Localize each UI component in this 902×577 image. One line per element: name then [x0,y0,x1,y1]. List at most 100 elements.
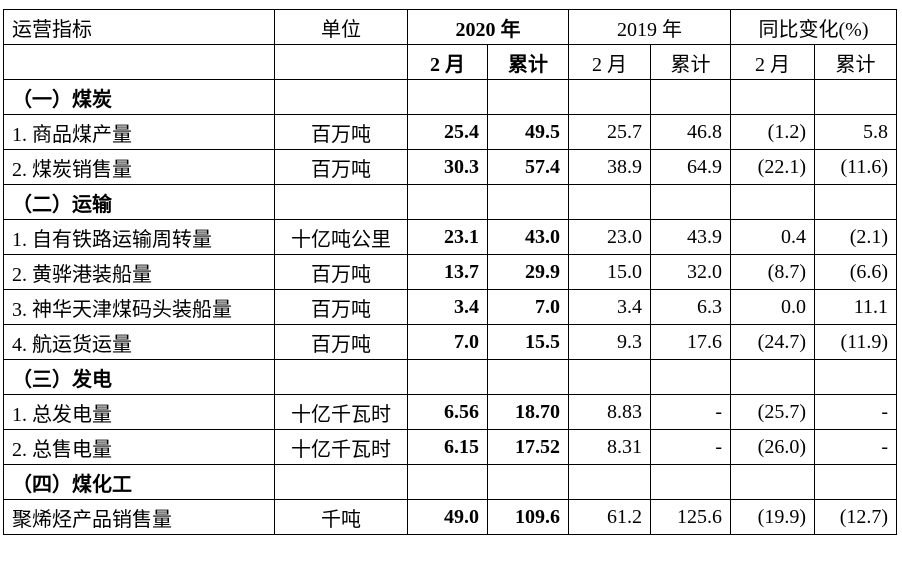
feb-2019-cell: 38.9 [568,149,651,185]
feb-2020-cell: 13.7 [407,254,488,290]
table-row: 3. 神华天津煤码头装船量 百万吨 3.4 7.0 3.4 6.3 0.0 11.1 [3,289,898,325]
empty-cell [407,79,488,115]
empty-cell [407,359,488,395]
empty-cell [730,79,815,115]
indicator-name-cell: 2. 总售电量 [3,429,275,465]
feb-2020-cell: 3.4 [407,289,488,325]
empty-cell [730,359,815,395]
header-year-2019: 2019 年 [568,9,731,45]
section-title: （四）煤化工 [3,464,275,500]
feb-yoy-cell: (1.2) [730,114,815,150]
indicator-name-cell: 1. 商品煤产量 [3,114,275,150]
cumulative-yoy-cell: 5.8 [813,114,898,150]
section-title: （二）运输 [3,184,275,220]
feb-2019-cell: 25.7 [568,114,651,150]
cumulative-2019-cell: 46.8 [650,114,731,150]
table-row: 1. 总发电量 十亿千瓦时 6.56 18.70 8.83- (25.7) - [3,394,898,430]
cumulative-yoy-cell: (2.1) [813,219,898,255]
section-row: （二）运输 [3,184,898,220]
header-feb-2019: 2 月 [568,44,651,80]
empty-cell [813,464,898,500]
empty-cell [650,359,731,395]
cumulative-2020-cell: 43.0 [487,219,569,255]
indicator-name-cell: 3. 神华天津煤码头装船量 [3,289,275,325]
feb-2020-cell: 7.0 [407,324,488,360]
indicator-name-cell: 2. 黄骅港装船量 [3,254,275,290]
cumulative-2019-cell: - [650,394,731,430]
table-row: 1. 自有铁路运输周转量 十亿吨公里 23.1 43.0 23.0 43.9 0.4 (2.1… [3,219,898,255]
operating-indicators-table: 运营指标 单位 2020 年 2019 年 同比变化(%) 2 月 累计 2 月… [3,9,898,535]
empty-cell [568,359,651,395]
feb-yoy-cell: 0.0 [730,289,815,325]
unit-cell: 百万吨 [274,254,408,290]
feb-yoy-cell: (22.1) [730,149,815,185]
cumulative-2019-cell: 125.6 [650,499,731,535]
empty-cell [274,464,408,500]
unit-cell: 百万吨 [274,324,408,360]
indicator-name-cell: 聚烯烃产品销售量 [3,499,275,535]
header-feb-yoy: 2 月 [730,44,815,80]
cumulative-2019-cell: 64.9 [650,149,731,185]
header-empty-cell [274,44,408,80]
cumulative-2020-cell: 18.70 [487,394,569,430]
unit-cell: 千吨 [274,499,408,535]
feb-2019-cell: 9.3 [568,324,651,360]
header-feb-2020: 2 月 [407,44,488,80]
cumulative-2019-cell: 6.3 [650,289,731,325]
header-yoy-change: 同比变化(%) [729,9,898,45]
indicator-name-cell: 1. 总发电量 [3,394,275,430]
empty-cell [407,464,488,500]
table-row: 2. 煤炭销售量 百万吨 30.3 57.4 38.9 64.9 (22.1) (11.6) [3,149,898,185]
empty-cell [568,79,651,115]
table-row: 2. 总售电量 十亿千瓦时 6.15 17.52 8.31- (26.0) - [3,429,898,465]
section-title: （三）发电 [3,359,275,395]
unit-cell: 十亿千瓦时 [274,394,408,430]
cumulative-2020-cell: 17.52 [487,429,569,465]
empty-cell [274,79,408,115]
section-row: （一）煤炭 [3,79,898,115]
empty-cell [813,79,898,115]
header-row-2: 2 月 累计 2 月 累计 2 月 累计 [3,44,898,80]
cumulative-yoy-cell: - [813,429,898,465]
cumulative-2020-cell: 7.0 [487,289,569,325]
indicator-name-cell: 1. 自有铁路运输周转量 [3,219,275,255]
feb-yoy-cell: (8.7) [730,254,815,290]
cumulative-2020-cell: 29.9 [487,254,569,290]
unit-cell: 百万吨 [274,149,408,185]
empty-cell [730,184,815,220]
section-row: （四）煤化工 [3,464,898,500]
table-row: 1. 商品煤产量 百万吨 25.4 49.5 25.7 46.8 (1.2) 5.8 [3,114,898,150]
header-unit: 单位 [274,9,408,45]
header-cumulative-yoy: 累计 [813,44,898,80]
cumulative-yoy-cell: - [813,394,898,430]
feb-yoy-cell: 0.4 [730,219,815,255]
feb-2020-cell: 6.56 [407,394,488,430]
cumulative-yoy-cell: (12.7) [813,499,898,535]
feb-2019-cell: 23.0 [568,219,651,255]
table-row: 2. 黄骅港装船量 百万吨 13.7 29.9 15.0 32.0 (8.7) (6.6) [3,254,898,290]
feb-2020-cell: 6.15 [407,429,488,465]
section-row: （三）发电 [3,359,898,395]
empty-cell [407,184,488,220]
cumulative-yoy-cell: (11.6) [813,149,898,185]
header-empty-cell [3,44,275,80]
empty-cell [274,359,408,395]
cumulative-yoy-cell: (11.9) [813,324,898,360]
empty-cell [487,184,569,220]
unit-cell: 百万吨 [274,289,408,325]
header-cumulative-2020: 累计 [487,44,569,80]
feb-2019-cell: 3.4 [568,289,651,325]
feb-2020-cell: 23.1 [407,219,488,255]
cumulative-2019-cell: 17.6 [650,324,731,360]
cumulative-yoy-cell: 11.1 [813,289,898,325]
unit-cell: 百万吨 [274,114,408,150]
empty-cell [730,464,815,500]
cumulative-2020-cell: 49.5 [487,114,569,150]
header-row-1: 运营指标 单位 2020 年 2019 年 同比变化(%) [3,9,898,45]
cumulative-2019-cell: - [650,429,731,465]
cumulative-2020-cell: 109.6 [487,499,569,535]
cumulative-2020-cell: 15.5 [487,324,569,360]
feb-2020-cell: 49.0 [407,499,488,535]
indicator-name-cell: 4. 航运货运量 [3,324,275,360]
feb-2020-cell: 30.3 [407,149,488,185]
